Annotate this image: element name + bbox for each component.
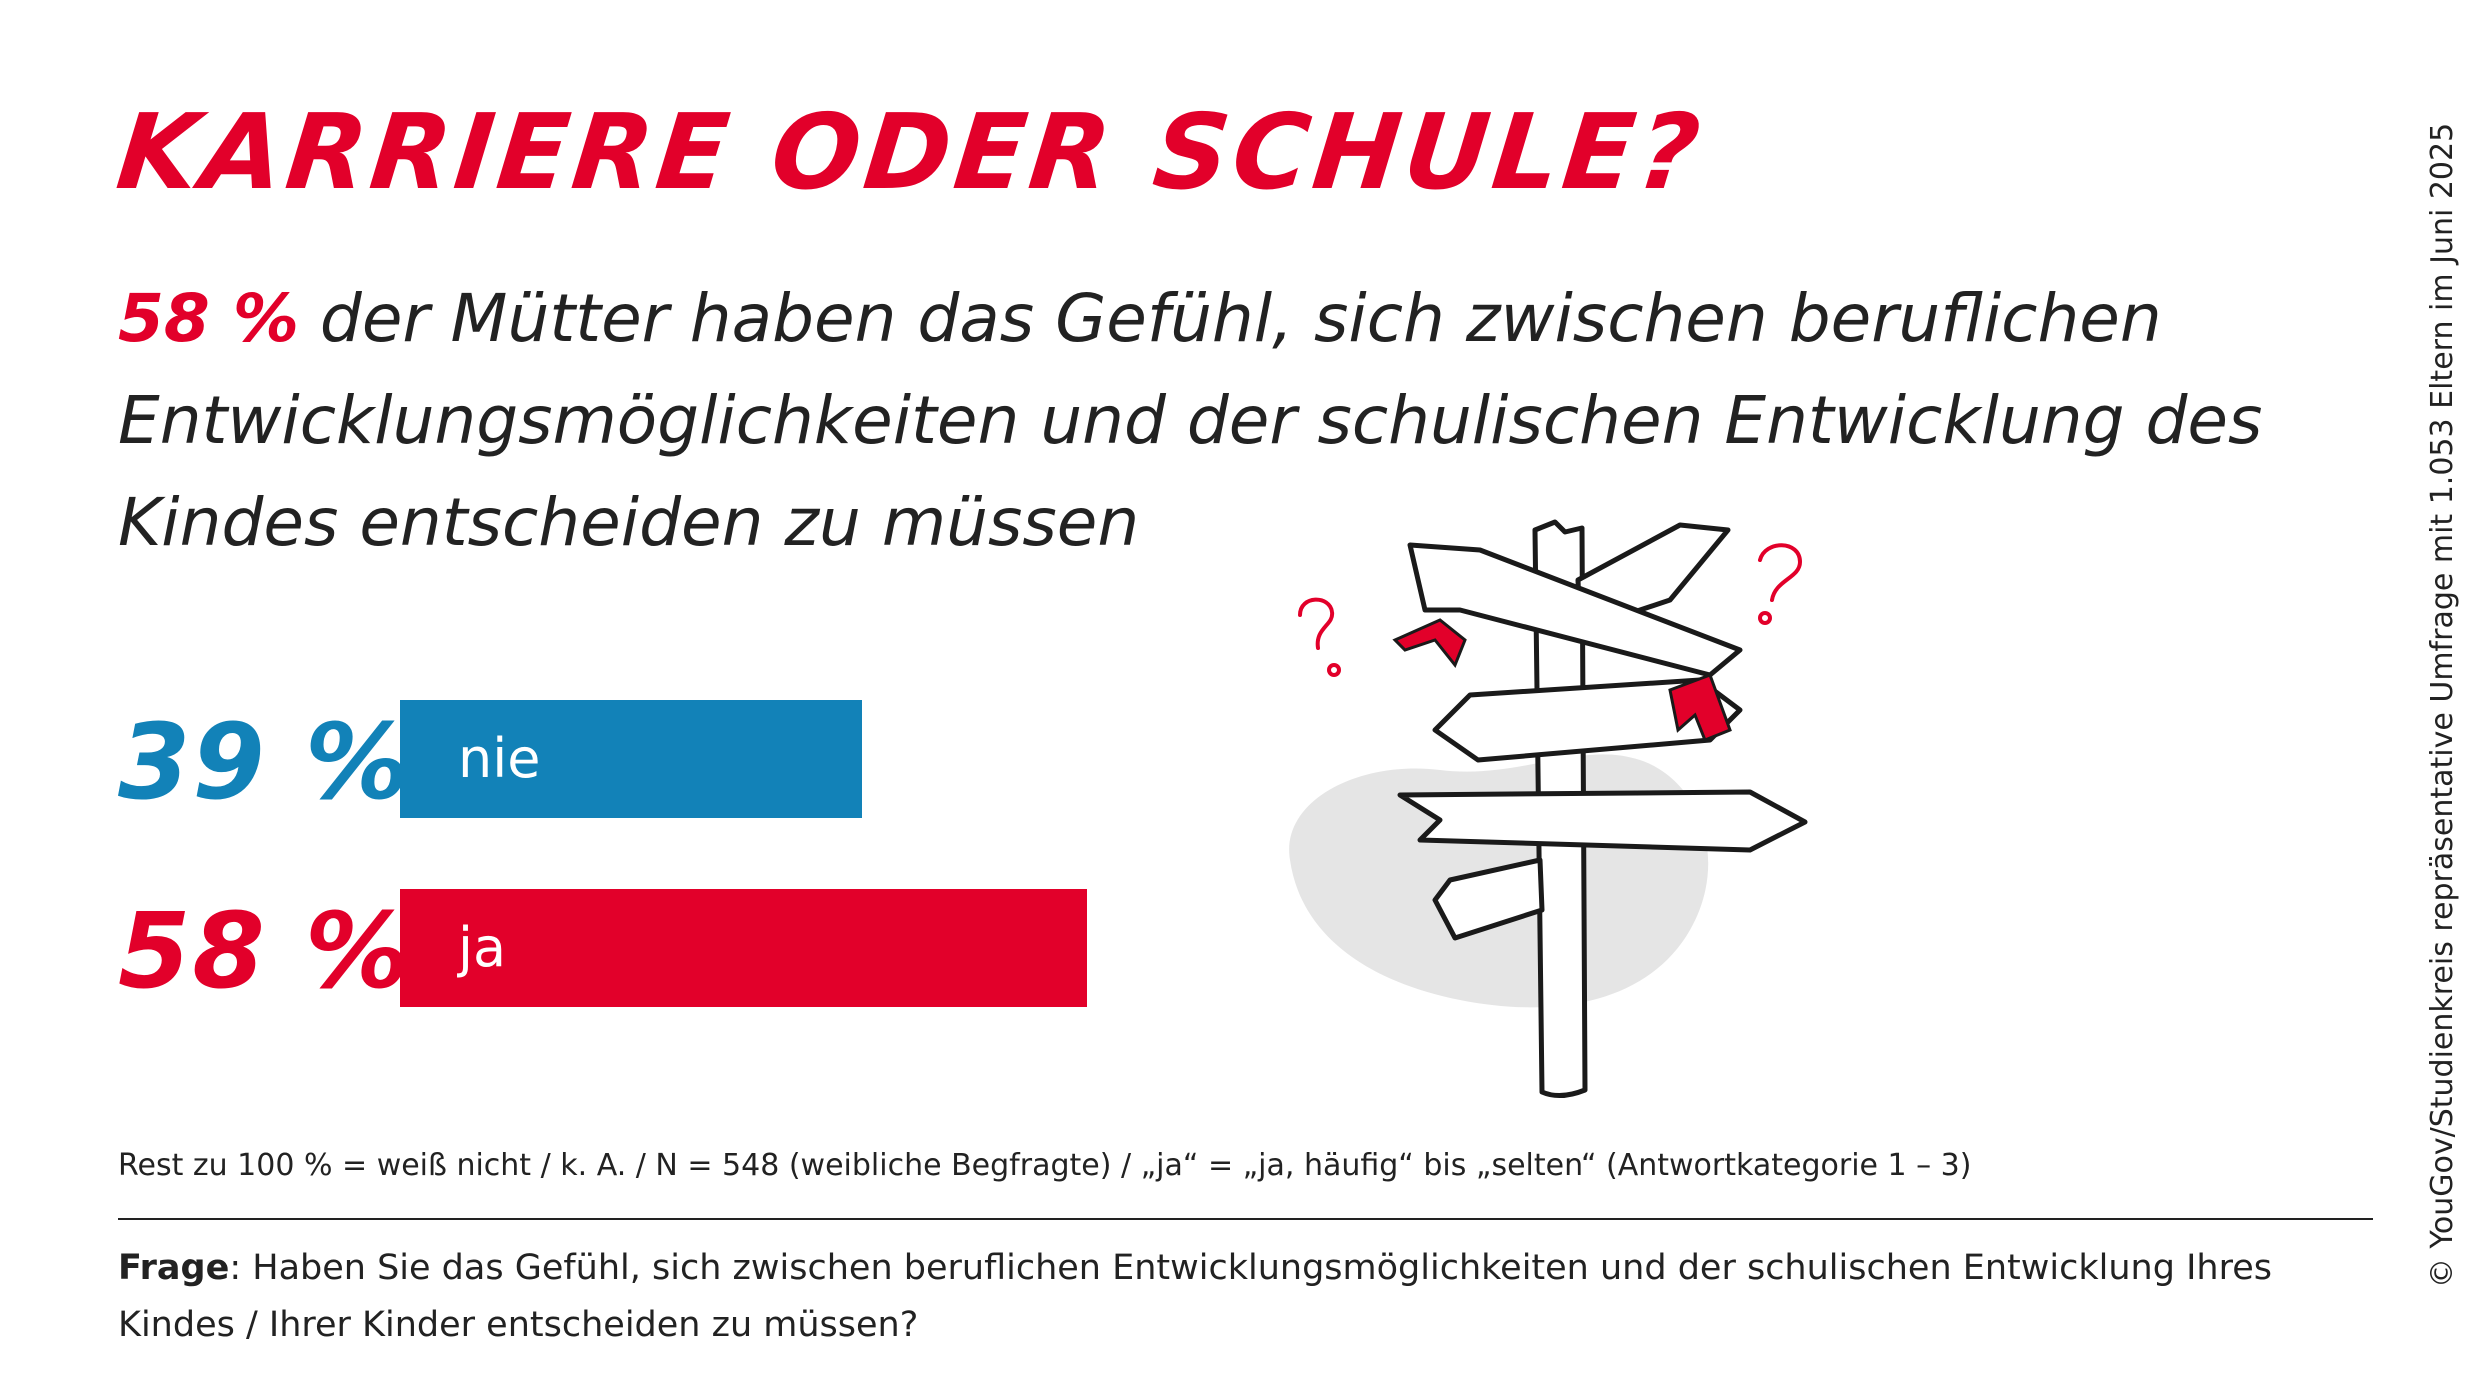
subtitle-text: der Mütter haben das Gefühl, sich zwisch… xyxy=(118,280,2263,561)
arrow-accent-right xyxy=(1668,673,1732,742)
question-label: Frage xyxy=(118,1248,230,1288)
divider xyxy=(118,1218,2373,1220)
source-credit: © YouGov/Studienkreis repräsentative Umf… xyxy=(2425,122,2460,1288)
chart-subtitle: 58 % der Mütter haben das Gefühl, sich z… xyxy=(118,268,2388,574)
bar-ja: ja xyxy=(400,889,1087,1007)
category-label-nie: nie xyxy=(458,727,541,790)
sign-board-lower xyxy=(1397,789,1808,853)
value-label-ja: 58 % xyxy=(118,890,412,1012)
value-label-nie: 39 % xyxy=(118,701,412,823)
question-mark-right xyxy=(1758,543,1803,602)
survey-question: Frage: Haben Sie das Gefühl, sich zwisch… xyxy=(118,1240,2378,1354)
question-mark-right-dot xyxy=(1758,611,1772,625)
category-label-ja: ja xyxy=(458,916,507,979)
signpost-icon xyxy=(1289,519,1808,1098)
question-text: : Haben Sie das Gefühl, sich zwischen be… xyxy=(118,1248,2272,1345)
question-mark-left xyxy=(1298,597,1335,650)
subtitle-highlight: 58 % xyxy=(118,280,299,357)
sign-board-bottom xyxy=(1432,857,1545,941)
arrow-accent-left xyxy=(1392,618,1467,668)
bar-nie: nie xyxy=(400,700,862,818)
question-mark-left-dot xyxy=(1327,663,1341,677)
footnote: Rest zu 100 % = weiß nicht / k. A. / N =… xyxy=(118,1148,1972,1183)
chart-title: KARRIERE ODER SCHULE? xyxy=(111,91,1710,213)
